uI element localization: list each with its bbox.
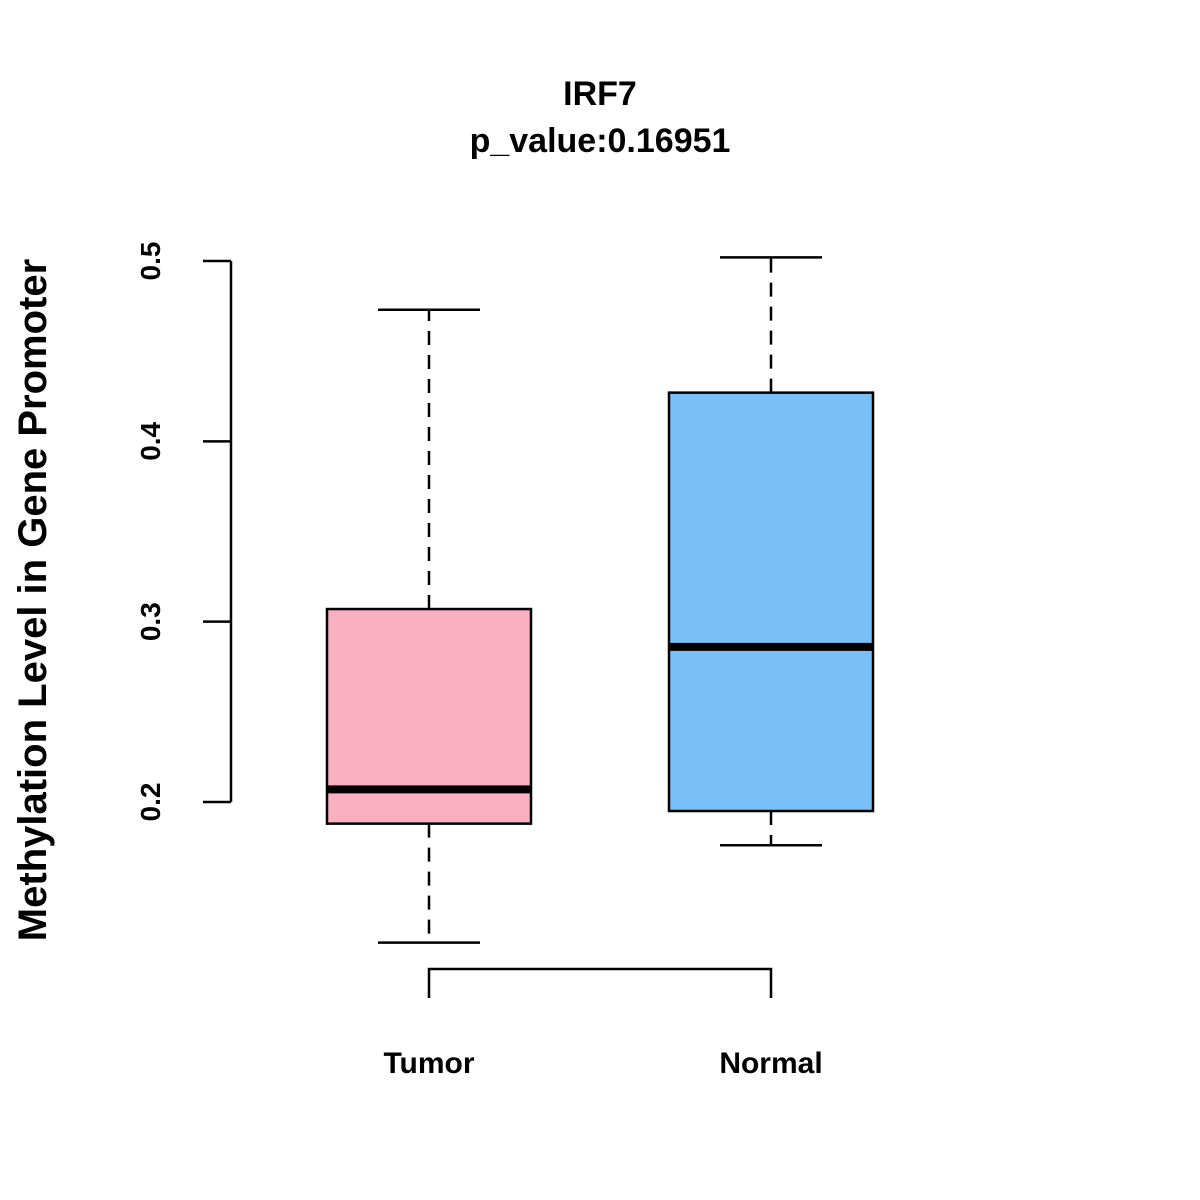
boxes-group xyxy=(325,256,875,944)
y-tick-label: 0.3 xyxy=(135,602,166,641)
comparison-bracket xyxy=(427,967,773,998)
y-tick-label: 0.5 xyxy=(135,242,166,281)
box-tumor xyxy=(325,308,533,944)
chart-title: IRF7 xyxy=(563,75,637,113)
x-label-tumor: Tumor xyxy=(383,1047,474,1080)
x-label-normal: Normal xyxy=(719,1047,822,1080)
iqr-box xyxy=(667,391,875,813)
y-tick-label: 0.4 xyxy=(135,421,166,460)
y-axis: 0.2 0.3 0.4 0.5 xyxy=(135,242,233,822)
chart-subtitle: p_value:0.16951 xyxy=(470,122,731,160)
y-axis-label: Methylation Level in Gene Promoter xyxy=(11,259,55,941)
x-axis-labels: Tumor Normal xyxy=(383,1047,822,1080)
bracket-line xyxy=(427,967,773,998)
y-tick-label: 0.2 xyxy=(135,783,166,822)
box-normal xyxy=(667,256,875,847)
